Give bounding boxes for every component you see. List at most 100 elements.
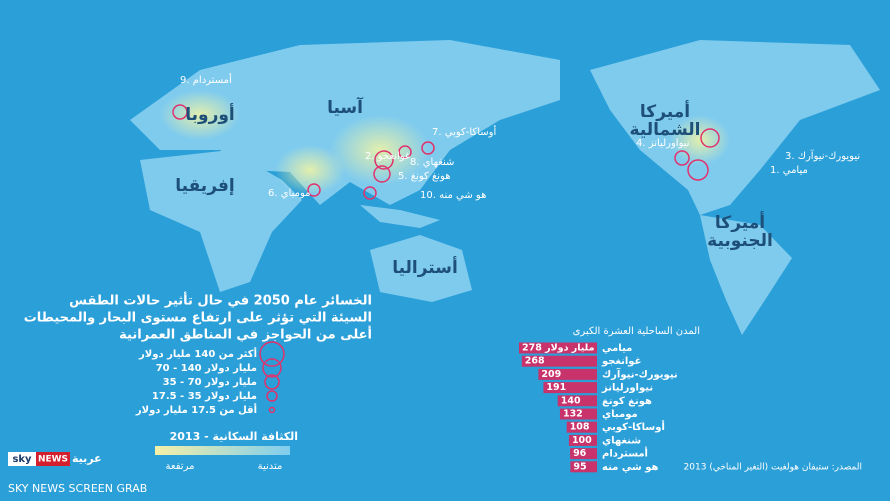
legend-symbol xyxy=(268,406,276,414)
continent-label: إفريقيا xyxy=(175,176,234,196)
legend-entry: 17.5 - 35 مليار دولار xyxy=(152,391,257,402)
indonesia xyxy=(360,205,440,228)
south-america xyxy=(700,215,792,335)
city-ring xyxy=(363,186,377,200)
city-label: 9. أمستردام xyxy=(180,73,232,86)
value-label: 140 xyxy=(561,395,581,406)
density-high: مرتفعة xyxy=(166,461,195,472)
city-ring xyxy=(398,145,412,159)
category-label: شنغهاي xyxy=(602,435,641,446)
continent-label: أوروبا xyxy=(185,103,235,125)
chart-title: المدن الساحلية العشرة الكبرى xyxy=(573,326,700,337)
bar-chart: المدن الساحلية العشرة الكبرى 278 مليار دو… xyxy=(519,326,700,473)
continent-label: آسيا xyxy=(327,96,364,118)
legend-symbol xyxy=(266,390,278,402)
city-label: 10. هو شي منه xyxy=(420,190,486,201)
city-label: 7. أوساكا-كوبي xyxy=(432,125,496,138)
city-ring xyxy=(674,150,690,166)
city-ring xyxy=(687,159,709,181)
bar xyxy=(538,368,597,380)
source: المصدر: ستيفان هولغيت (التغير المناخي) 2… xyxy=(684,463,862,473)
density-scale xyxy=(155,446,290,455)
city-label: 3. نيويورك-نيوآرك xyxy=(785,149,860,162)
value-label: 191 xyxy=(546,382,566,393)
japan xyxy=(432,110,452,150)
category-label: نيواورليانز xyxy=(601,383,653,394)
legend-title: أعلى من الحواجز في المناطق العمرانية xyxy=(119,326,372,343)
value-label: 100 xyxy=(572,435,592,446)
bar xyxy=(559,408,597,420)
bar xyxy=(570,448,597,460)
continent-label: الشمالية xyxy=(630,120,701,140)
category-label: غوانغجو xyxy=(601,356,641,367)
continent-label: أستراليا xyxy=(392,256,458,278)
value-label: 278 مليار دولار xyxy=(522,343,595,354)
category-label: نيويورك-نيوآرك xyxy=(602,367,678,380)
bar xyxy=(570,461,597,473)
value-label: 132 xyxy=(563,409,583,420)
north-america xyxy=(590,40,880,215)
legend-title: الخسائر عام 2050 في حال تأثير حالات الطق… xyxy=(69,292,372,309)
city-ring xyxy=(172,104,188,120)
value-label: 96 xyxy=(573,448,587,459)
category-label: مومباي xyxy=(602,409,638,420)
bar xyxy=(519,342,597,354)
legend: الخسائر عام 2050 في حال تأثير حالات الطق… xyxy=(24,292,372,417)
category-label: أوساكا-كوبي xyxy=(602,420,665,433)
density-glow xyxy=(160,90,730,195)
bar xyxy=(543,382,597,394)
bar xyxy=(557,395,597,407)
category-label: ميامي xyxy=(602,343,632,354)
value-label: 268 xyxy=(525,356,545,367)
city-ring xyxy=(373,165,391,183)
glow xyxy=(670,115,730,165)
legend-entry: أكثر من 140 مليار دولار xyxy=(138,347,257,360)
legend-entry: أقل من 17.5 مليار دولار xyxy=(135,403,257,416)
continent-label: أميركا xyxy=(715,211,765,233)
watermark: SKY NEWS SCREEN GRAB xyxy=(8,482,147,495)
city-label: 2. غوانغجو xyxy=(365,151,410,162)
land xyxy=(130,40,880,335)
australia xyxy=(370,235,472,302)
city-ring xyxy=(700,128,720,148)
logo-news-box xyxy=(36,452,70,466)
city-label: 5. هونغ كونغ xyxy=(398,171,451,182)
logo-news: NEWS xyxy=(38,455,68,465)
value-label: 209 xyxy=(541,369,561,380)
city-label: 6. مومباي xyxy=(268,188,311,199)
city-rings xyxy=(172,104,720,200)
city-ring xyxy=(307,183,321,197)
continent-labels: آسياأوروباإفريقياأسترالياأميركاالشماليةأ… xyxy=(175,96,773,278)
category-label: أمستردام xyxy=(602,447,648,460)
bar xyxy=(568,434,597,446)
bar xyxy=(566,421,597,433)
logo-arabic: عربية xyxy=(72,452,102,465)
density-title: الكثافة السكانية - 2013 xyxy=(170,430,298,443)
legend-entry: 35 - 70 مليار دولار xyxy=(163,377,257,388)
glow xyxy=(330,115,430,185)
glow xyxy=(160,90,240,140)
value-label: 95 xyxy=(573,461,586,472)
density-low: متدنية xyxy=(258,461,283,472)
city-label: 4. نيواورليانز xyxy=(636,138,690,149)
continent-label: أميركا xyxy=(640,100,690,122)
logo-sky: sky xyxy=(12,454,32,465)
category-label: هو شي منه xyxy=(602,462,659,473)
glow xyxy=(275,145,345,195)
africa xyxy=(140,150,302,292)
logo-box xyxy=(8,452,36,466)
city-label: 8. شنغهاي xyxy=(410,157,454,168)
legend-entry: 70 - 140 مليار دولار xyxy=(156,363,257,374)
city-label: 1. ميامي xyxy=(770,165,808,176)
continent-label: الجنوبية xyxy=(707,231,773,251)
city-ring xyxy=(374,150,394,170)
eurasia xyxy=(130,40,560,205)
category-label: هونغ كونغ xyxy=(602,396,652,407)
legend-symbol xyxy=(262,358,282,378)
legend-symbol xyxy=(264,374,280,390)
legend-title: السيئة التي تؤثر على ارتفاع مستوى البحار… xyxy=(24,311,372,326)
bar xyxy=(521,355,597,367)
city-ring xyxy=(421,141,435,155)
